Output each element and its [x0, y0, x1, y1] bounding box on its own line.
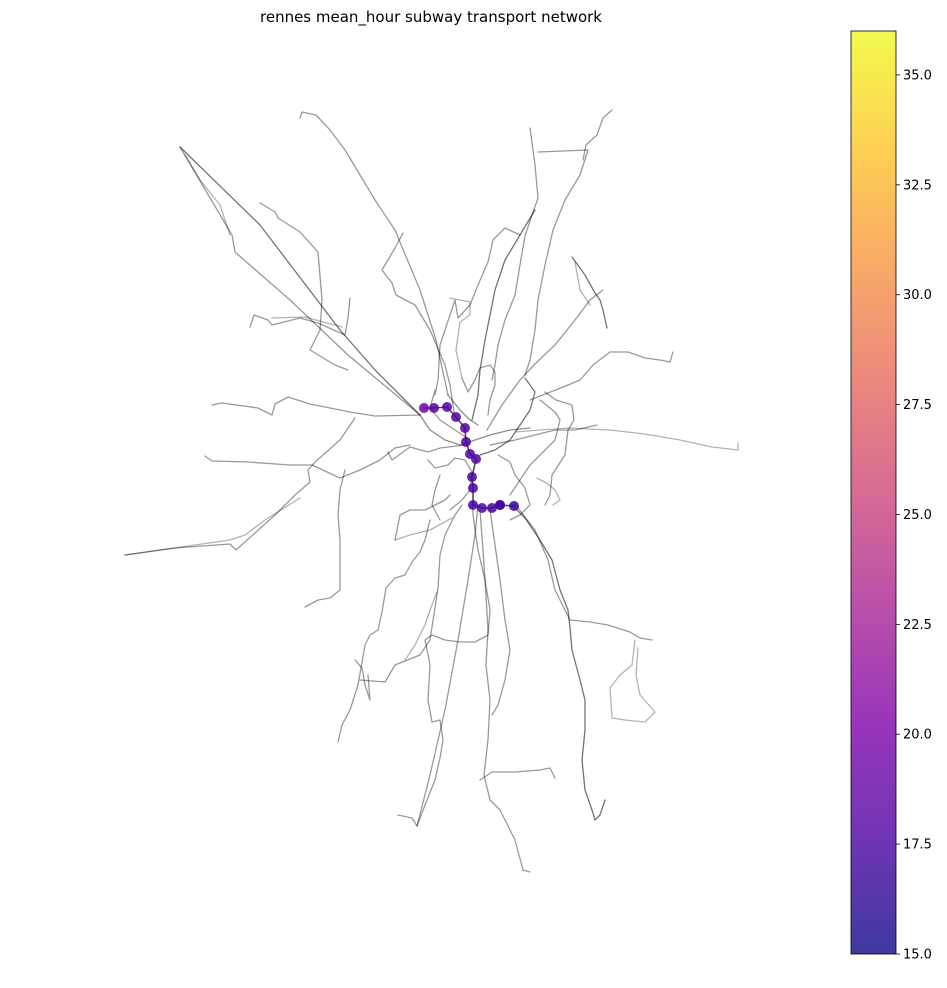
colorbar-tick-label: 30.0 [903, 288, 932, 303]
route-edge [179, 146, 421, 416]
route-edge [571, 256, 608, 329]
subway-station-node [451, 412, 461, 422]
route-edge [497, 454, 531, 521]
colorbar-tick-label: 25.0 [903, 508, 932, 523]
transport-edges [124, 109, 739, 873]
subway-station-node [487, 503, 497, 513]
route-edge [394, 517, 453, 541]
route-edge [404, 591, 438, 661]
colorbar-tick-label: 15.0 [903, 948, 932, 963]
route-edge [544, 391, 575, 506]
route-edge [387, 444, 466, 461]
route-edge [304, 469, 346, 608]
route-edge [434, 227, 521, 396]
route-edge [211, 396, 421, 417]
colorbar-tick-label: 20.0 [903, 728, 932, 743]
route-edge [337, 519, 431, 743]
route-edge [416, 504, 479, 827]
route-edge [124, 417, 356, 556]
route-edge [397, 504, 491, 827]
route-edge [354, 659, 371, 701]
route-edge [479, 377, 536, 456]
subway-station-node [468, 500, 478, 510]
route-edge [394, 494, 451, 541]
route-edge [179, 146, 421, 416]
route-edge [491, 127, 539, 381]
route-edge [536, 477, 561, 506]
colorbar: 15.0 17.5 20.0 22.5 25.0 27.5 30.0 32.5 35.0 [850, 30, 932, 963]
subway-station-node [461, 437, 471, 447]
route-edge [184, 154, 231, 236]
route-edge [471, 209, 536, 421]
route-edge [609, 639, 656, 723]
colorbar-tick-label: 32.5 [903, 178, 932, 193]
colorbar-gradient [851, 31, 896, 954]
colorbar-tick-label: 35.0 [903, 68, 932, 83]
subway-station-node [495, 500, 505, 510]
map-title: rennes mean_hour subway transport networ… [260, 8, 602, 27]
route-edge [124, 497, 301, 556]
route-edge [359, 504, 463, 683]
route-edge [574, 261, 591, 306]
route-edge [486, 289, 604, 431]
subway-station-node [509, 501, 519, 511]
route-edge [429, 389, 471, 441]
route-edge [514, 503, 653, 641]
colorbar-frame [850, 30, 897, 955]
route-edge [299, 111, 449, 396]
route-edge [514, 427, 739, 451]
route-edge [582, 109, 613, 161]
route-edge [259, 202, 349, 371]
route-edge [204, 444, 411, 479]
route-edge [524, 149, 589, 376]
colorbar-ticks: 15.0 17.5 20.0 22.5 25.0 27.5 30.0 32.5 35.0 [896, 68, 932, 963]
subway-station-node [471, 454, 481, 464]
route-edge [249, 297, 351, 336]
route-edge [479, 767, 556, 781]
colorbar-tick-label: 17.5 [903, 838, 932, 853]
route-edge [271, 316, 343, 328]
route-edge [479, 509, 531, 873]
route-edge [512, 505, 606, 821]
subway-stations [419, 402, 519, 513]
colorbar-tick-label: 22.5 [903, 618, 932, 633]
subway-station-node [442, 402, 452, 412]
subway-station-node [460, 423, 470, 433]
subway-station-node [419, 403, 429, 413]
route-edge [381, 232, 455, 413]
route-edge [529, 351, 674, 401]
route-edge [449, 297, 471, 379]
subway-station-node [429, 403, 439, 413]
route-edge [461, 364, 496, 416]
route-edge [509, 399, 561, 496]
colorbar-tick-label: 27.5 [903, 398, 932, 413]
subway-station-node [468, 483, 478, 493]
subway-station-node [467, 472, 477, 482]
route-edge [447, 394, 479, 426]
subway-station-node [477, 503, 487, 513]
route-edge [489, 509, 511, 716]
route-edge [489, 424, 598, 446]
route-edge [431, 474, 441, 521]
route-edge [427, 457, 473, 511]
